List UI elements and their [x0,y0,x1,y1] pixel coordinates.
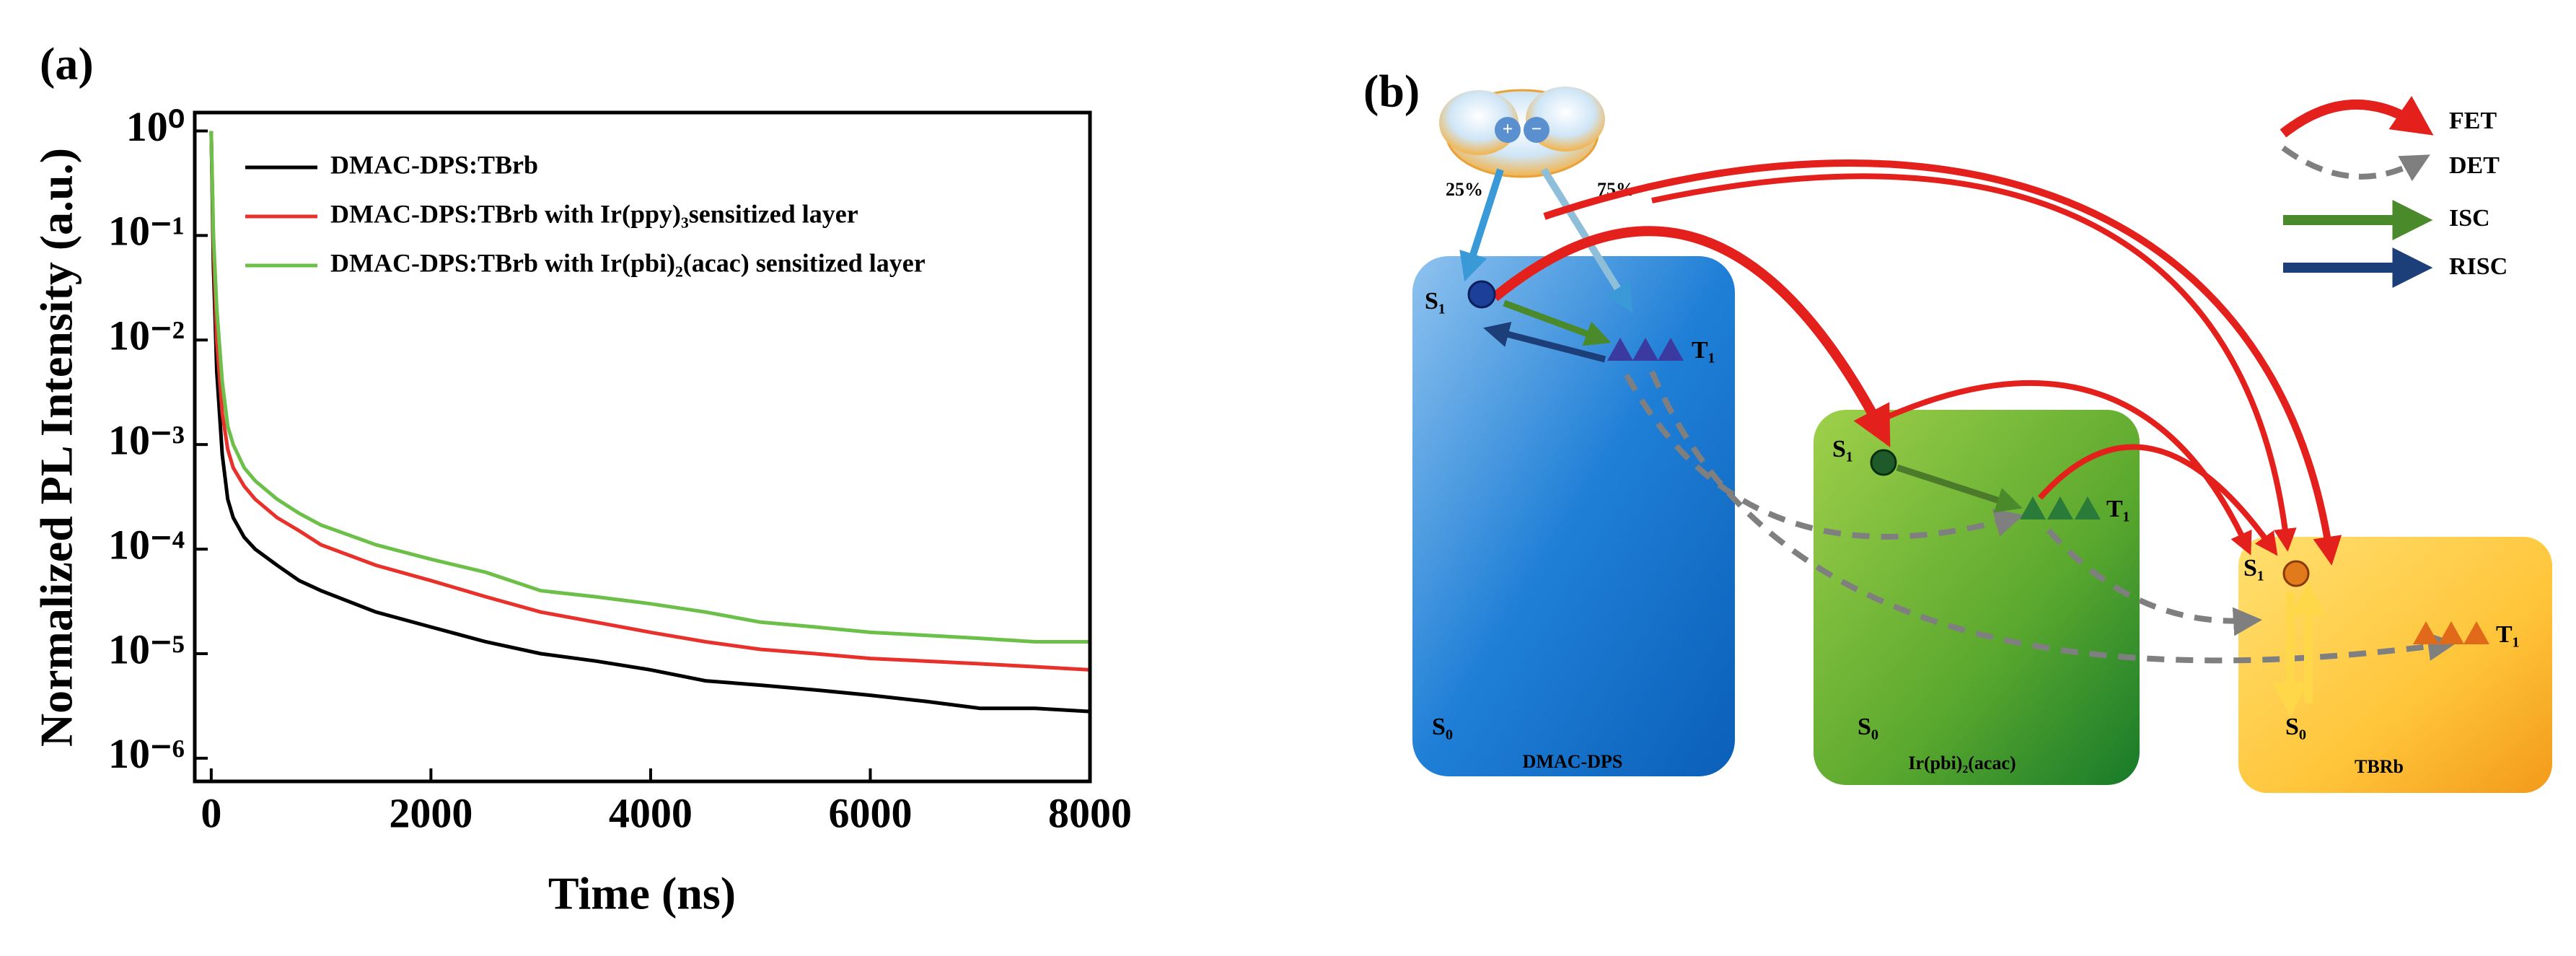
series-line [209,131,1090,644]
y-tick-label: 10⁻⁶ [108,730,185,777]
singlet-share: 25% [1446,179,1483,200]
y-tick-label: 10⁻¹ [108,208,185,255]
singlet-arrow [1459,168,1504,282]
x-tick-label: 2000 [389,789,472,836]
state-label: S₁ [1832,436,1853,462]
y-tick-label: 10⁻² [108,312,185,359]
y-tick-label: 10⁻⁵ [108,626,185,672]
box-donor [1412,256,1735,776]
exciton-cloud: + − [1439,87,1605,178]
box-label: DMAC-DPS [1523,751,1623,772]
state-label: S₁ [2243,555,2264,582]
risc-arrow [1483,321,1606,363]
plot-frame [193,110,1092,784]
legend-label: RISC [2449,253,2507,280]
y-tick-label: 10⁻⁴ [108,521,185,568]
x-tick-label: 6000 [828,789,912,836]
series-line [209,131,1090,672]
y-tick-label: 10⁰ [126,103,185,150]
singlet-state [2282,560,2310,587]
state-label: S₀ [1432,714,1453,740]
det-arrows [1624,370,2457,664]
singlet-state [1467,280,1496,309]
x-axis-title: Time (ns) [548,868,736,919]
legend-label: ISC [2449,205,2490,232]
legend-label: DET [2449,152,2500,179]
state-label: T₁ [2496,621,2520,648]
state-label: S₁ [1425,288,1446,315]
series-line [209,131,1090,714]
diagram: (b) + − 25% 75% [1363,66,2552,793]
legend-label: DMAC-DPS:TBrb [330,150,538,179]
legend-swatch [2281,145,2430,182]
y-axis-title: Normalized PL Intensity (a.u.) [31,148,82,747]
isc-arrow [1503,299,1612,346]
panel-label: (b) [1363,66,1420,117]
state-label: T₁ [2106,496,2130,522]
plot: 0 2000 4000 6000 8000 10⁰ 10⁻¹ 10⁻² 10⁻³ 10⁻⁴ 10⁻⁵… [108,103,1132,836]
state-label: S₀ [1858,714,1878,740]
x-tick-label: 0 [201,789,221,836]
legend-label: DMAC-DPS:TBrb with Ir(pbi)₂(acac) sensit… [330,248,926,277]
x-tick-label: 8000 [1048,789,1132,836]
state-label: T₁ [1692,337,1715,364]
svg-text:+: + [1503,118,1513,139]
singlet-state [1870,449,1897,476]
box-label: TBRb [2355,756,2404,777]
triplet-arrow [1540,167,1633,313]
svg-text:−: − [1531,118,1542,139]
fet-arrows [1491,159,2342,566]
box-label: Ir(pbi)₂(acac) [1908,753,2015,773]
y-tick-label: 10⁻³ [108,416,185,463]
legend-swatch [2280,95,2434,138]
state-label: S₀ [2285,714,2306,740]
isc-arrow [1896,464,2023,513]
legend-label: FET [2449,108,2497,134]
panel-label: (a) [40,38,94,89]
triplet-states [1607,338,2489,644]
legend-label: DMAC-DPS:TBrb with Ir(ppy)₃sensitized la… [330,199,858,228]
x-tick-label: 4000 [609,789,693,836]
